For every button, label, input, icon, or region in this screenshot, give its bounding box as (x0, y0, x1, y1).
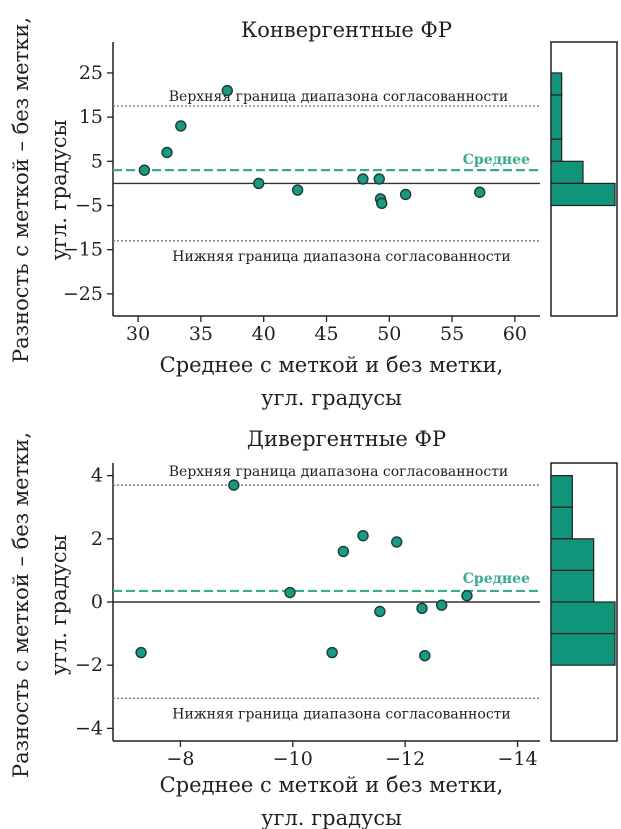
histogram-bar (550, 475, 573, 508)
histogram-bar (550, 569, 595, 603)
data-point (138, 164, 151, 176)
data-point (252, 177, 265, 190)
mean-label: Среднее (463, 152, 530, 168)
x-tick-label: −10 (273, 748, 313, 770)
data-point (337, 545, 350, 558)
histogram-bar (550, 182, 616, 207)
lower-limit-label: Нижняя граница диапазона согласованности (172, 706, 511, 722)
x-tick-label: 35 (189, 323, 213, 345)
x-axis-label: Среднее с меткой и без метки, (160, 773, 504, 797)
y-tick-label: −4 (75, 717, 103, 739)
x-tick-label: 55 (440, 323, 464, 345)
data-point (435, 599, 448, 611)
y-axis-label: Разность с меткой – без метки, (9, 17, 33, 363)
y-tick-label: −25 (63, 283, 103, 305)
chart-2: Дивергентные ФР Разность с меткой – без м… (9, 427, 618, 829)
data-point (373, 173, 385, 185)
y-axis-label-units: угл. градусы (47, 120, 71, 261)
x-axis-label-units: угл. градусы (261, 386, 402, 410)
y-axis-label-units: угл. градусы (47, 535, 71, 676)
histogram-bar (550, 138, 563, 162)
y-tick-label: 25 (79, 62, 103, 84)
x-tick-label: 50 (377, 323, 401, 345)
x-tick-label: −8 (166, 748, 194, 770)
data-point (391, 536, 403, 548)
histogram-bar (550, 94, 563, 140)
data-point (374, 605, 386, 618)
y-tick-label: −2 (75, 654, 103, 676)
y-tick-label: 0 (91, 591, 103, 613)
y-tick-label: −15 (63, 239, 103, 261)
data-point (419, 650, 431, 662)
data-point (357, 173, 369, 185)
upper-limit-label: Верхняя граница диапазона согласованност… (169, 464, 509, 480)
x-tick-label: 30 (126, 323, 150, 345)
data-point (474, 186, 486, 198)
data-point (326, 646, 338, 659)
y-tick-label: 5 (91, 150, 103, 172)
chart-1: Конвергентные ФР Разность с меткой – без … (9, 17, 618, 410)
x-tick-label: −12 (385, 748, 425, 770)
y-tick-label: 2 (91, 528, 103, 550)
histogram-bar (550, 601, 616, 635)
y-axis-label: Разность с меткой – без метки, (9, 432, 33, 778)
data-point (175, 120, 187, 132)
data-point (291, 184, 304, 196)
data-point (221, 84, 233, 97)
lower-limit-label: Нижняя граница диапазона согласованности (172, 249, 511, 265)
chart-title: Дивергентные ФР (247, 427, 446, 451)
data-point (357, 529, 369, 542)
histogram-bar (550, 538, 595, 572)
chart-title: Конвергентные ФР (241, 18, 452, 42)
data-point (399, 188, 412, 201)
data-point (135, 646, 147, 659)
y-tick-label: 4 (91, 465, 103, 487)
y-tick-label: −5 (75, 195, 103, 217)
x-tick-label: 40 (252, 323, 276, 345)
x-axis-label: Среднее с меткой и без метки, (160, 353, 504, 377)
y-tick-label: 15 (79, 106, 103, 128)
histogram-bar (550, 72, 563, 96)
x-tick-label: 45 (314, 323, 338, 345)
data-point (228, 479, 240, 491)
data-point (161, 146, 173, 159)
x-axis-label-units: угл. градусы (261, 806, 402, 829)
data-point (376, 197, 388, 210)
data-point (461, 589, 473, 602)
x-tick-label: 60 (503, 323, 527, 345)
histogram-bar (550, 160, 584, 185)
upper-limit-label: Верхняя граница диапазона согласованност… (169, 89, 509, 105)
data-point (284, 586, 296, 599)
mean-label: Среднее (463, 571, 530, 587)
x-tick-label: −14 (497, 748, 537, 770)
histogram-bar (550, 506, 573, 540)
data-point (416, 602, 428, 615)
histogram-bar (550, 632, 616, 666)
